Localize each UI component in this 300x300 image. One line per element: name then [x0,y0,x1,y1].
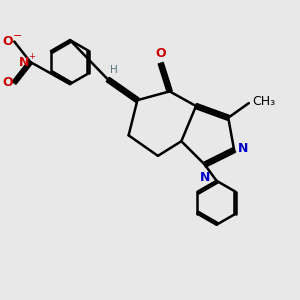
Text: N: N [200,170,210,184]
Text: O: O [2,35,13,48]
Text: +: + [28,52,35,61]
Text: O: O [155,47,166,60]
Text: CH₃: CH₃ [252,95,275,108]
Text: H: H [110,65,117,75]
Text: O: O [2,76,13,89]
Text: −: − [13,31,22,41]
Text: N: N [19,56,29,69]
Text: N: N [238,142,249,155]
